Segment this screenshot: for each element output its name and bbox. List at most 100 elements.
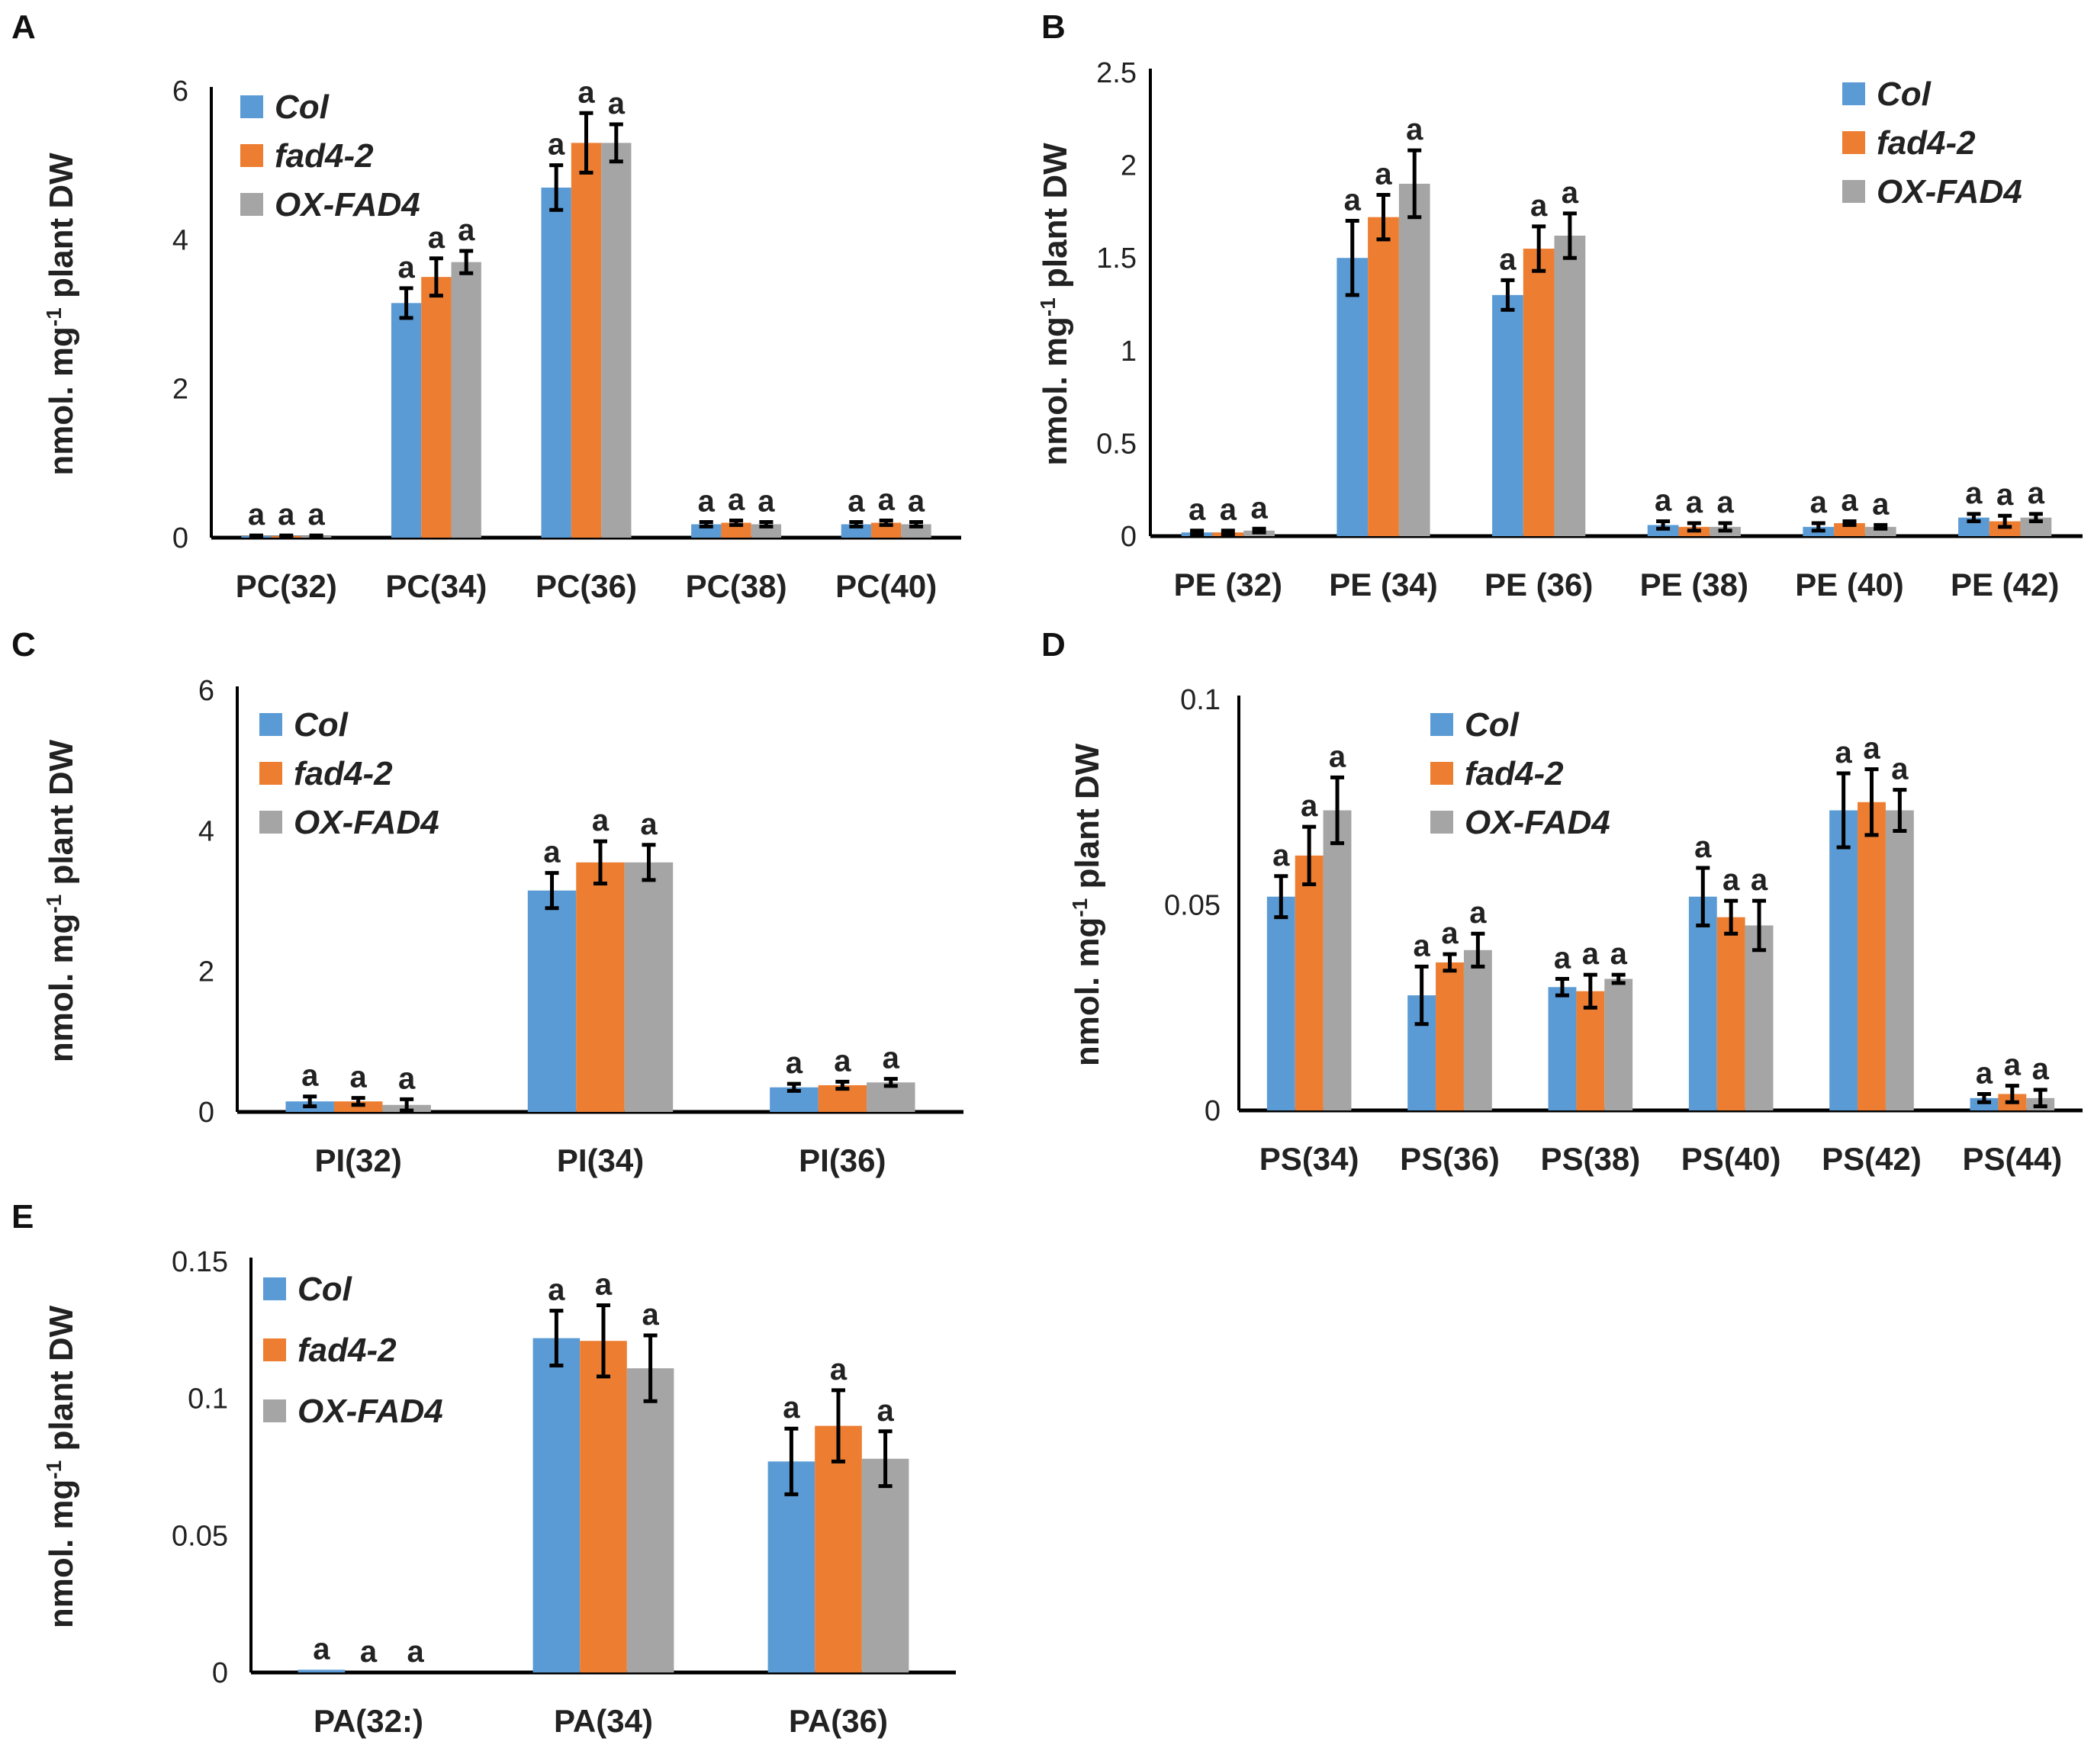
significance-label: a [1835,736,1853,770]
x-tick-label: PE (32) [1174,567,1282,602]
significance-label: a [248,498,265,532]
significance-label: a [398,1062,416,1095]
panel-label: C [11,626,36,664]
bar-Col-PS(42) [1829,810,1858,1110]
bar-fad4-2-PA(34) [580,1341,627,1672]
bar-Col-PS(34) [1266,896,1295,1110]
bar-OX-FAD4-PS(36) [1463,949,1492,1110]
significance-label: a [1655,484,1672,518]
legend-label: fad4-2 [294,755,393,792]
significance-label: a [301,1059,319,1093]
significance-label: a [1441,917,1459,950]
significance-label: a [1610,937,1628,971]
y-tick-label: 2 [1121,150,1137,182]
x-tick-label: PS(34) [1259,1141,1359,1177]
x-tick-label: PE (36) [1484,567,1593,602]
significance-label: a [848,484,865,518]
significance-label: a [1344,184,1362,217]
bar-fad4-2-PC(40) [871,522,902,538]
significance-label: a [1406,113,1423,146]
x-tick-label: PS(38) [1540,1141,1640,1177]
x-tick-label: PA(34) [554,1703,653,1739]
significance-label: a [1562,176,1579,210]
bar-fad4-2-PI(34) [576,862,625,1112]
significance-label: a [1976,1056,1993,1090]
bar-OX-FAD4-PE (36) [1554,236,1586,536]
legend-label: OX-FAD4 [1877,173,2022,210]
legend-label: OX-FAD4 [1465,804,1610,841]
legend-swatch [259,811,282,834]
bar-fad4-2-PS(38) [1576,991,1605,1110]
bar-Col-PS(40) [1688,896,1717,1110]
x-tick-label: PE (38) [1640,567,1748,602]
legend-label: Col [298,1271,352,1308]
x-tick-label: PI(32) [314,1142,401,1178]
bar-Col-PS(44) [1970,1097,1999,1110]
significance-label: a [595,1268,613,1301]
x-tick-label: PE (40) [1795,567,1903,602]
significance-label: a [2032,1052,2050,1086]
legend-swatch [1430,713,1453,736]
panel-label: A [11,8,36,46]
legend-swatch [1842,131,1865,154]
y-axis-label: nmol. mg-1 plant DW [1068,743,1107,1066]
y-tick-label: 0.1 [188,1383,228,1415]
y-tick-label: 0.05 [172,1520,228,1552]
x-tick-label: PC(36) [536,568,637,604]
significance-label: a [1810,486,1828,519]
significance-label: a [350,1061,368,1094]
significance-label: a [1414,929,1431,962]
bar-OX-FAD4-PC(36) [601,143,632,538]
y-tick-label: 4 [172,224,188,256]
legend-label: Col [1465,706,1520,744]
bar-fad4-2-PE (36) [1523,249,1555,536]
legend-label: Col [1877,76,1932,113]
y-tick-label: 4 [198,815,214,847]
bar-fad4-2-PC(38) [721,522,751,538]
significance-label: a [1872,487,1890,521]
x-tick-label: PA(32:) [314,1703,423,1739]
significance-label: a [1751,863,1768,897]
significance-label: a [1716,486,1734,519]
significance-label: a [313,1632,330,1666]
significance-label: a [2028,477,2045,510]
legend-swatch [240,95,263,118]
significance-label: a [786,1046,803,1080]
significance-label: a [407,1635,424,1669]
significance-label: a [1582,937,1600,971]
legend-swatch [1430,811,1453,834]
significance-label: a [1375,158,1392,191]
y-axis-label: nmol. mg-1 plant DW [1036,143,1075,466]
legend-swatch [263,1277,286,1300]
y-tick-label: 6 [198,675,214,707]
significance-label: a [397,251,415,284]
significance-label: a [834,1044,851,1078]
significance-label: a [1499,243,1517,276]
x-tick-label: PS(42) [1822,1141,1922,1177]
bar-fad4-2-PS(40) [1716,917,1745,1110]
legend-label: fad4-2 [275,137,374,175]
significance-label: a [1722,863,1740,897]
significance-label: a [1863,732,1880,766]
y-axis-label: nmol. mg-1 plant DW [42,1305,81,1628]
y-axis-label: nmol. mg-1 plant DW [42,153,81,476]
y-tick-label: 2 [198,956,214,988]
significance-label: a [1965,477,1983,510]
significance-label: a [548,1274,565,1307]
significance-label: a [428,221,445,255]
x-tick-label: PE (34) [1329,567,1437,602]
bar-Col-PE (36) [1492,294,1523,536]
significance-label: a [877,1394,894,1428]
legend-label: fad4-2 [298,1332,397,1369]
significance-label: a [1272,839,1290,872]
significance-label: a [728,484,745,517]
bar-fad4-2-PS(34) [1295,855,1324,1110]
significance-label: a [1329,740,1346,773]
y-axis-label: nmol. mg-1 plant DW [42,739,81,1062]
x-tick-label: PE (42) [1951,567,2059,602]
